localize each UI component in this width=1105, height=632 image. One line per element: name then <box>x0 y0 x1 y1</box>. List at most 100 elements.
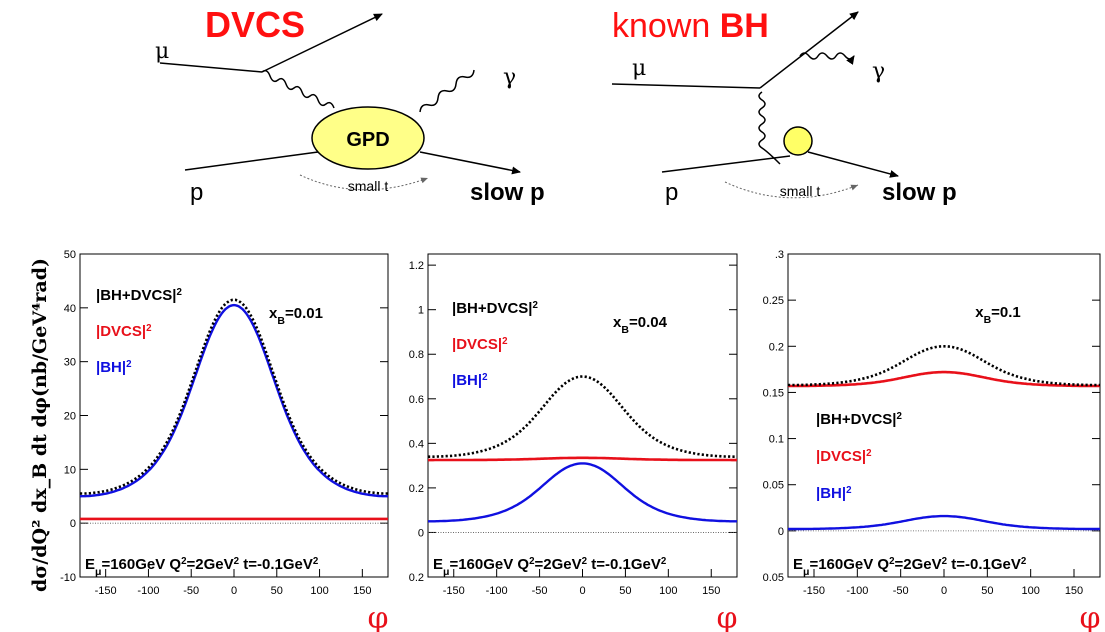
bh-muon-label: μ <box>632 56 646 81</box>
bh-outgoing-muon-line <box>759 11 859 89</box>
legend-entry: |DVCS|2 <box>452 336 508 354</box>
y-tick-label: 0 <box>778 526 784 538</box>
plot-frame <box>427 253 738 578</box>
y-tick-label: 0.05 <box>763 480 784 492</box>
x-tick-label: 150 <box>1065 585 1083 597</box>
x-tick-label: 100 <box>659 585 677 597</box>
bh-title: known BH <box>612 7 769 45</box>
x-tick-label: 150 <box>702 585 720 597</box>
dvcs-photon-label: γ <box>503 65 516 90</box>
x-tick-label: -150 <box>803 585 825 597</box>
x-tick-label: 0 <box>941 585 947 597</box>
y-tick-label: 0.1 <box>769 434 784 446</box>
y-tick-label: 0.6 <box>409 394 424 406</box>
x-axis-label-phi: φ <box>367 601 388 632</box>
x-tick-label: 0 <box>579 585 585 597</box>
y-tick-label: 0.15 <box>763 387 784 399</box>
bh-incoming-proton-line <box>661 155 791 173</box>
xb-annotation: xB=0.1 <box>975 304 1021 326</box>
dvcs-slow-p-label: slow p <box>470 179 545 206</box>
legend-entry: |BH+DVCS|2 <box>452 300 539 318</box>
dvcs-virtual-photon <box>261 69 335 109</box>
chart-panel-2: 0 0.2 0.4 0.6 0.8 1 1.2 0.2 -150 -100 -50 0 50 100 150… <box>409 253 738 632</box>
x-tick-label: 50 <box>271 585 283 597</box>
bh-photon-label: γ <box>872 59 885 84</box>
x-tick-label: -50 <box>532 585 548 597</box>
x-tick-label: 150 <box>353 585 371 597</box>
dvcs-outgoing-proton-line <box>419 151 521 175</box>
dvcs-incoming-proton-line <box>184 151 319 171</box>
dvcs-small-t-label: small t <box>348 178 389 194</box>
bh-slow-p-label: slow p <box>882 179 957 206</box>
dvcs-muon-label: μ <box>155 39 169 64</box>
x-axis-label-phi: φ <box>1079 601 1100 632</box>
series-line-bh-dvcs-total <box>788 345 1100 387</box>
legend-entry: |BH+DVCS|2 <box>96 287 183 305</box>
y-tick-label: 40 <box>64 303 76 315</box>
y-tick-label: 0.25 <box>763 295 784 307</box>
legend-entry: |BH+DVCS|2 <box>816 411 903 429</box>
x-tick-label: -100 <box>486 585 508 597</box>
y-tick-label: 1.2 <box>409 260 424 272</box>
y-tick-label: 50 <box>64 249 76 261</box>
xb-annotation: xB=0.04 <box>613 314 668 336</box>
series-line-dvcs <box>428 456 737 462</box>
x-axis-label-phi: φ <box>716 601 737 632</box>
gpd-blob <box>311 106 425 170</box>
x-tick-label: 100 <box>310 585 328 597</box>
legend-entry: |BH|2 <box>96 359 132 377</box>
bh-title-bold: BH <box>720 7 769 45</box>
kinematics-label: Eμ=160GeV Q2=2GeV2 t=-0.1GeV2 <box>793 556 1027 579</box>
x-tick-label: -50 <box>183 585 199 597</box>
bh-title-plain: known <box>612 7 720 45</box>
y-tick-label: 10 <box>64 464 76 476</box>
bh-proton-vertex <box>783 126 813 156</box>
y-tick-label: 0.2 <box>409 483 424 495</box>
legend-entry: |BH|2 <box>816 485 852 503</box>
y-tick-label: 0.8 <box>409 349 424 361</box>
y-tick-label: 0.4 <box>409 438 424 450</box>
y-tick-label: 20 <box>64 411 76 423</box>
dvcs-title: DVCS <box>205 4 305 45</box>
x-tick-label: -150 <box>95 585 117 597</box>
y-tick-label-extra: 0.05 <box>763 572 784 584</box>
y-tick-label: 0.2 <box>769 341 784 353</box>
x-tick-label: -50 <box>893 585 909 597</box>
x-tick-label: -100 <box>137 585 159 597</box>
bh-incoming-muon-line <box>611 83 761 89</box>
legend-entry: |BH|2 <box>452 372 488 390</box>
plot-frame <box>79 253 389 578</box>
y-tick-label: 30 <box>64 357 76 369</box>
x-tick-label: -100 <box>846 585 868 597</box>
dvcs-proton-label: p <box>190 179 203 206</box>
y-tick-label: 0 <box>418 527 424 539</box>
bh-diagram: known BH μ γ p slow p small t <box>611 7 957 206</box>
gpd-label: GPD <box>346 129 389 151</box>
bh-outgoing-proton-line <box>807 151 899 178</box>
bh-proton-label: p <box>665 179 678 206</box>
x-tick-label: 0 <box>231 585 237 597</box>
dvcs-diagram: DVCS μ γ GPD p slow p small t <box>155 4 545 206</box>
plot-frame <box>787 253 1101 578</box>
chart-panel-3: 0 0.05 0.1 0.15 0.2 0.25 .3 0.05 -150 -100 -50 0 50 1… <box>763 249 1101 632</box>
y-tick-label: .3 <box>775 249 784 261</box>
x-tick-label: 100 <box>1021 585 1039 597</box>
series-line-bh-dvcs-total <box>428 375 737 458</box>
series-line-bh <box>428 462 737 523</box>
dvcs-outgoing-muon-line <box>261 13 383 73</box>
bh-virtual-photon <box>758 91 781 165</box>
legend-entry: |DVCS|2 <box>816 448 872 466</box>
y-tick-label-extra: 0.2 <box>409 572 424 584</box>
x-tick-label: 50 <box>619 585 631 597</box>
y-axis-label: dσ/dQ² dx_B dt dφ(nb/GeV⁴rad) <box>29 258 51 592</box>
y-tick-label: 0 <box>70 518 76 530</box>
dvcs-incoming-muon-line <box>159 62 263 73</box>
series-line-bh <box>788 514 1100 531</box>
kinematics-label: Eμ=160GeV Q2=2GeV2 t=-0.1GeV2 <box>85 556 319 579</box>
xb-annotation: xB=0.01 <box>269 305 323 327</box>
series-line-bh <box>79 303 389 498</box>
y-tick-label: -10 <box>60 572 76 584</box>
